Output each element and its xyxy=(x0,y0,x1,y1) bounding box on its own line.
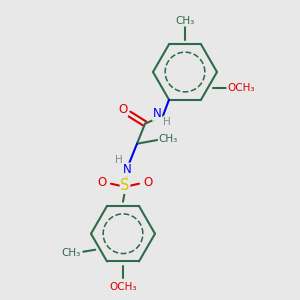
Text: H: H xyxy=(115,155,123,165)
Text: CH₃: CH₃ xyxy=(158,134,178,144)
Text: OCH₃: OCH₃ xyxy=(227,83,254,93)
Text: CH₃: CH₃ xyxy=(176,16,195,26)
Text: OCH₃: OCH₃ xyxy=(109,282,137,292)
Text: O: O xyxy=(118,103,127,116)
Text: O: O xyxy=(98,176,106,189)
Text: O: O xyxy=(143,176,153,189)
Text: H: H xyxy=(163,117,171,127)
Text: S: S xyxy=(120,178,130,193)
Text: CH₃: CH₃ xyxy=(62,248,81,258)
Text: N: N xyxy=(153,107,161,120)
Text: N: N xyxy=(123,163,131,176)
